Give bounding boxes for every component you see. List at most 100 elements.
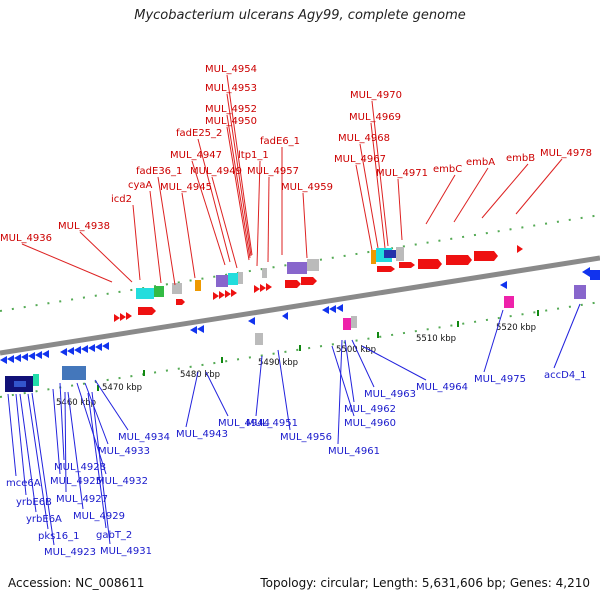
gene-box[interactable] (136, 288, 154, 299)
gene-label-bottom[interactable]: MUL_4956 (280, 432, 332, 443)
gene-box[interactable] (14, 381, 26, 387)
gene-label-top[interactable]: MUL_4959 (281, 182, 333, 193)
connector-line (226, 74, 253, 256)
gene-label-bottom[interactable]: MUL_4964 (416, 382, 468, 393)
gene-arrow[interactable] (418, 251, 498, 269)
gene-label-top[interactable]: MUL_4936 (0, 233, 52, 244)
gene-label-bottom[interactable]: accD4_1 (544, 370, 587, 381)
connector-line (355, 164, 373, 251)
gene-arrow[interactable] (517, 245, 523, 253)
gene-label-top[interactable]: MUL_4945 (160, 182, 212, 193)
gene-label-top[interactable]: icd2 (111, 194, 132, 205)
gene-label-top[interactable]: MUL_4953 (205, 83, 257, 94)
gene-label-top[interactable]: MUL_4967 (334, 154, 386, 165)
gene-label-bottom[interactable]: MUL_4927 (56, 494, 108, 505)
gene-label-bottom[interactable]: MUL_4933 (98, 446, 150, 457)
gene-arrow[interactable] (285, 277, 317, 288)
gene-label-top[interactable]: MUL_4952 (205, 104, 257, 115)
gene-box[interactable] (195, 280, 201, 291)
gene-label-bottom[interactable]: mce6A (6, 478, 41, 489)
gene-label-bottom[interactable]: MUL_4923 (44, 547, 96, 558)
gene-label-top[interactable]: embB (506, 153, 535, 164)
gene-arrow[interactable] (500, 281, 507, 289)
gene-label-bottom[interactable]: yrbE6A (26, 514, 62, 525)
gene-label-top[interactable]: MUL_4968 (338, 133, 390, 144)
gene-label-top[interactable]: fadE36_1 (136, 166, 182, 177)
gene-box[interactable] (216, 275, 228, 287)
gene-box[interactable] (574, 285, 586, 299)
gene-arrow[interactable] (60, 342, 109, 356)
gene-box[interactable] (307, 259, 319, 271)
gene-box[interactable] (172, 283, 182, 294)
connector-line (515, 158, 563, 215)
gene-label-top[interactable]: MUL_4957 (247, 166, 299, 177)
gene-label-bottom[interactable]: MUL_4963 (364, 389, 416, 400)
gene-label-bottom[interactable]: MUL_4962 (344, 404, 396, 415)
gene-label-top[interactable]: fadE25_2 (176, 128, 222, 139)
gene-label-bottom[interactable]: MUL_4960 (344, 418, 396, 429)
gene-label-top[interactable]: MUL_4947 (170, 150, 222, 161)
gene-label-top[interactable]: MUL_4954 (205, 64, 257, 75)
gene-arrow[interactable] (322, 304, 343, 314)
gene-label-top[interactable]: cyaA (128, 180, 153, 191)
gene-label-top[interactable]: embA (466, 157, 495, 168)
gene-box[interactable] (33, 374, 39, 386)
gene-label-bottom[interactable]: pks16_1 (38, 531, 79, 542)
gene-arrow[interactable] (138, 307, 156, 315)
gene-label-bottom[interactable]: gabT_2 (96, 530, 132, 541)
gene-arrow[interactable] (377, 262, 415, 272)
gene-arrow[interactable] (176, 299, 185, 305)
gene-box[interactable] (384, 250, 396, 258)
gene-arrow[interactable] (213, 289, 237, 300)
gene-label-bottom[interactable]: MUL_4951 (246, 418, 298, 429)
gene-label-bottom[interactable]: MUL_4929 (73, 511, 125, 522)
gene-box[interactable] (154, 286, 164, 297)
gene-box[interactable] (262, 268, 267, 278)
tick-marks: 5460 kbp 5470 kbp 5480 kbp 5490 kbp 5500 kbp… (56, 310, 539, 408)
connector-line (226, 126, 250, 261)
connector-line (302, 192, 308, 259)
gene-arrow[interactable] (582, 267, 600, 280)
gene-label-top[interactable]: MUL_4949 (190, 166, 242, 177)
gene-arrow[interactable] (0, 350, 49, 364)
gene-box[interactable] (504, 296, 514, 308)
connector-line (7, 393, 17, 477)
gene-label-bottom[interactable]: MUL_4934 (118, 432, 170, 443)
connector-line (21, 243, 113, 283)
gene-label-top[interactable]: fadE6_1 (260, 136, 300, 147)
gene-box[interactable] (371, 250, 376, 264)
connector-line (226, 93, 252, 257)
gene-label-bottom[interactable]: MUL_4928 (54, 462, 106, 473)
gene-label-bottom[interactable]: MUL_4931 (100, 546, 152, 557)
gene-label-bottom[interactable]: MUL_4932 (96, 476, 148, 487)
gene-label-bottom[interactable]: MUL_4925 (50, 476, 102, 487)
gene-label-bottom[interactable]: MUL_4975 (474, 374, 526, 385)
gene-box[interactable] (396, 247, 404, 261)
gene-box[interactable] (238, 272, 243, 284)
gene-label-top[interactable]: MUL_4971 (376, 168, 428, 179)
gene-arrow[interactable] (114, 312, 132, 322)
gene-label-top[interactable]: ltp1_1 (238, 150, 269, 161)
connector-line (371, 100, 389, 247)
gene-label-bottom[interactable]: MUL_4944 (218, 418, 270, 429)
gene-box[interactable] (62, 366, 86, 380)
gene-label-bottom[interactable]: MUL_4943 (176, 429, 228, 440)
gene-label-top[interactable]: MUL_4978 (540, 148, 592, 159)
gene-arrow[interactable] (254, 283, 272, 293)
gene-label-bottom[interactable]: yrbE6B (16, 497, 52, 508)
gene-box[interactable] (343, 318, 351, 330)
gene-arrow[interactable] (190, 325, 204, 334)
gene-label-bottom[interactable]: MUL_4961 (328, 446, 380, 457)
gene-label-top[interactable]: MUL_4950 (205, 116, 257, 127)
gene-box[interactable] (351, 316, 357, 328)
gene-box[interactable] (287, 262, 307, 274)
gene-box[interactable] (228, 273, 238, 285)
gene-label-top[interactable]: MUL_4970 (350, 90, 402, 101)
connector-line (481, 163, 529, 219)
gene-box[interactable] (255, 333, 263, 345)
gene-label-top[interactable]: MUL_4969 (349, 112, 401, 123)
gene-label-top[interactable]: embC (433, 164, 462, 175)
connector-line (19, 393, 37, 513)
gene-label-top[interactable]: MUL_4938 (58, 221, 110, 232)
